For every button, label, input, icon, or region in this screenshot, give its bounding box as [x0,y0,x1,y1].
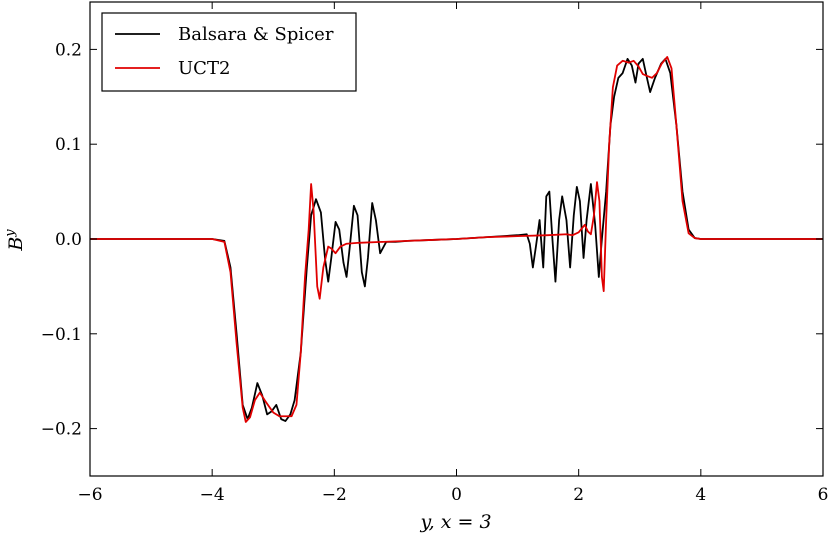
x-tick-label: 2 [573,485,584,505]
x-tick-label: 6 [818,485,829,505]
x-axis-label: y, x = 3 [419,511,491,533]
y-axis-label-main: B [5,237,27,252]
legend-box [101,12,357,92]
y-axis-label: By [3,229,27,252]
y-ticks: −0.2 −0.1 0.0 0.1 0.2 [41,40,823,440]
x-tick-label: −2 [322,485,347,505]
x-ticks: −6 −4 −2 0 2 4 6 [77,2,828,505]
series-line-uct2 [90,56,823,423]
x-tick-label: −4 [200,485,225,505]
plot-frame [89,1,824,477]
legend-label-uct2: UCT2 [178,58,230,79]
svg-text:By: By [3,229,27,252]
y-tick-label: −0.1 [41,325,82,345]
y-tick-label: 0.0 [55,230,82,250]
y-tick-label: 0.2 [55,40,82,60]
x-tick-label: 0 [451,485,462,505]
x-tick-label: −6 [77,485,102,505]
y-tick-label: −0.2 [41,420,82,440]
legend-label-balsara-spicer: Balsara & Spicer [178,24,334,45]
legend: Balsara & Spicer UCT2 [101,12,357,92]
series-lines [90,56,823,423]
y-tick-label: 0.1 [55,135,82,155]
x-tick-label: 4 [695,485,706,505]
y-axis-label-superscript: y [3,229,18,238]
series-line-balsara-spicer [90,57,823,422]
